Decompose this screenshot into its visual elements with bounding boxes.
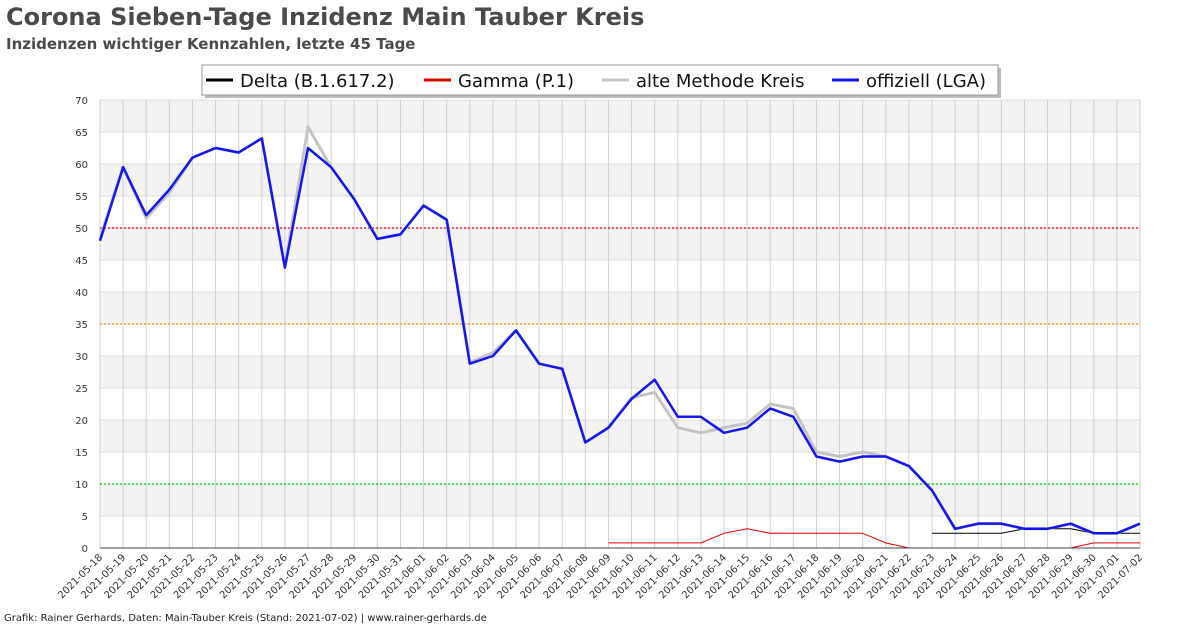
legend-box [201, 64, 999, 96]
grid-band [100, 420, 1140, 452]
y-tick-label: 60 [75, 160, 88, 171]
y-tick-label: 65 [75, 128, 88, 139]
grid-band [100, 292, 1140, 324]
chart-title: Corona Sieben-Tage Inzidenz Main Tauber … [6, 3, 645, 31]
y-tick-label: 35 [75, 320, 88, 331]
series-line-1 [608, 528, 1140, 549]
y-tick-label: 20 [75, 416, 88, 427]
y-tick-label: 45 [75, 256, 88, 267]
y-tick-label: 40 [75, 288, 88, 299]
y-tick-label: 10 [75, 480, 88, 491]
y-tick-label: 25 [75, 384, 88, 395]
grid-band [100, 228, 1140, 260]
legend-label-0: Delta (B.1.617.2) [240, 71, 395, 92]
y-tick-label: 5 [82, 512, 88, 523]
legend-label-2: alte Methode Kreis [636, 71, 804, 92]
y-tick-label: 15 [75, 448, 88, 459]
grid-band [100, 164, 1140, 196]
y-tick-label: 0 [82, 544, 88, 555]
chart-subtitle: Inzidenzen wichtiger Kennzahlen, letzte … [6, 35, 416, 53]
grid-band [100, 356, 1140, 388]
y-tick-label: 50 [75, 224, 88, 235]
legend-label-3: offiziell (LGA) [866, 71, 986, 92]
grid-band [100, 484, 1140, 516]
chart-footer: Grafik: Rainer Gerhards, Daten: Main-Tau… [4, 613, 487, 624]
y-tick-label: 30 [75, 352, 88, 363]
y-tick-label: 70 [75, 96, 88, 107]
y-tick-label: 55 [75, 192, 88, 203]
series-line-3 [98, 137, 1141, 535]
legend-label-1: Gamma (P.1) [458, 71, 574, 92]
grid-band [100, 100, 1140, 132]
